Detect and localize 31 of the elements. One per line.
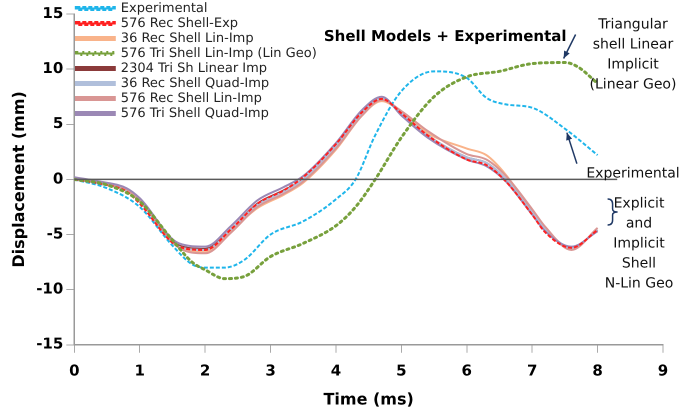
legend-label: 2304 Tri Sh Linear Imp (120, 60, 268, 76)
x-tick-label: 4 (330, 362, 342, 380)
y-tick-label: 5 (52, 114, 64, 132)
legend-label: 576 Tri Shell Lin-Imp (Lin Geo) (120, 46, 317, 61)
legend-label: 576 Rec Shell-Exp (120, 16, 238, 31)
x-tick-label: 8 (592, 362, 603, 380)
y-axis-title: Displacement (mm) (8, 91, 28, 268)
x-tick-label: 9 (658, 362, 668, 380)
y-tick-label: 10 (42, 59, 64, 78)
y-tick-label: 0 (52, 169, 64, 188)
x-tick-label: 6 (462, 362, 472, 380)
x-tick-label: 5 (396, 362, 407, 380)
x-tick-label: 3 (265, 362, 276, 380)
y-tick-label: -15 (36, 334, 64, 353)
x-tick-label: 1 (134, 362, 145, 380)
legend-label: 576 Tri Shell Quad-Imp (120, 106, 269, 121)
y-tick-label: 15 (42, 4, 64, 22)
annotation: Experimental (586, 166, 680, 182)
x-axis-title: Time (ms) (323, 390, 414, 409)
x-tick-label: 0 (69, 362, 80, 380)
x-tick-label: 2 (200, 362, 210, 380)
y-tick-label: -10 (36, 280, 64, 298)
y-tick-label: -5 (46, 224, 64, 242)
annotation: Triangular shell Linear Implicit (Linear Geo) (590, 16, 676, 93)
text: Shell Models + Experimental (324, 26, 567, 45)
legend-label: 36 Rec Shell Quad-Imp (120, 76, 270, 91)
legend-label: Experimental (120, 0, 208, 16)
legend-label: 576 Rec Shell Lin-Imp (120, 90, 262, 106)
legend-label: 36 Rec Shell Lin-Imp (120, 30, 254, 46)
x-tick-label: 7 (526, 362, 538, 380)
annotation: Explicit and Implicit Shell N-Lin Geo (604, 196, 674, 292)
